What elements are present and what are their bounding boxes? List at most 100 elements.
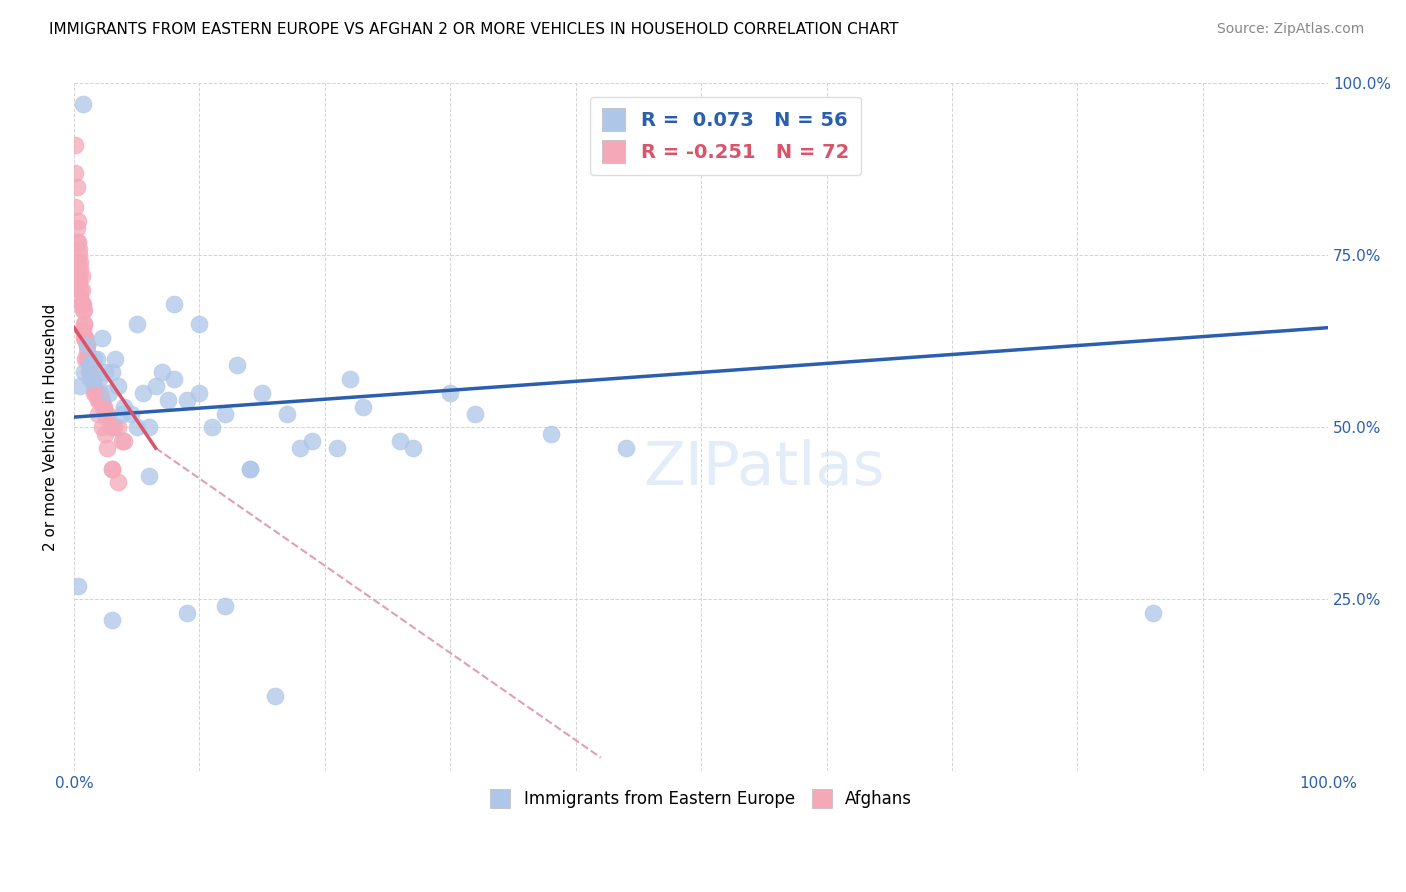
Point <box>107 379 129 393</box>
Point <box>86 386 108 401</box>
Point <box>98 413 121 427</box>
Point <box>100 461 122 475</box>
Point <box>352 400 374 414</box>
Point <box>84 386 107 401</box>
Point <box>75 351 97 366</box>
Legend: Immigrants from Eastern Europe, Afghans: Immigrants from Eastern Europe, Afghans <box>484 782 918 814</box>
Text: Source: ZipAtlas.com: Source: ZipAtlas.com <box>1216 22 1364 37</box>
Point <box>79 365 101 379</box>
Point <box>103 420 125 434</box>
Point <box>65 138 87 153</box>
Point <box>94 365 117 379</box>
Point <box>111 434 134 449</box>
Point <box>107 420 129 434</box>
Point <box>69 379 91 393</box>
Point <box>89 392 111 407</box>
Point <box>73 303 96 318</box>
Point <box>90 392 112 407</box>
Point <box>67 268 90 283</box>
Point <box>73 317 96 331</box>
Point <box>176 392 198 407</box>
Point <box>83 379 105 393</box>
Point <box>145 379 167 393</box>
Point <box>75 331 97 345</box>
Point <box>125 317 148 331</box>
Point <box>69 255 91 269</box>
Point <box>94 427 117 442</box>
Point <box>87 407 110 421</box>
Point <box>75 331 97 345</box>
Point <box>89 386 111 401</box>
Point <box>77 359 100 373</box>
Point <box>111 407 134 421</box>
Point <box>86 351 108 366</box>
Point <box>112 400 135 414</box>
Point <box>120 407 142 421</box>
Point <box>288 441 311 455</box>
Point <box>69 262 91 277</box>
Point <box>72 97 94 112</box>
Point <box>76 351 98 366</box>
Point <box>70 296 93 310</box>
Point <box>72 324 94 338</box>
Point <box>90 420 112 434</box>
Point <box>104 351 127 366</box>
Point <box>79 365 101 379</box>
Point <box>93 400 115 414</box>
Point <box>77 351 100 366</box>
Point <box>66 255 89 269</box>
Point <box>614 441 637 455</box>
Point <box>326 441 349 455</box>
Text: IMMIGRANTS FROM EASTERN EUROPE VS AFGHAN 2 OR MORE VEHICLES IN HOUSEHOLD CORRELA: IMMIGRANTS FROM EASTERN EUROPE VS AFGHAN… <box>49 22 898 37</box>
Point <box>100 613 122 627</box>
Point <box>70 268 93 283</box>
Point <box>96 441 118 455</box>
Point <box>402 441 425 455</box>
Point <box>540 427 562 442</box>
Point <box>132 386 155 401</box>
Point <box>150 365 173 379</box>
Point <box>107 475 129 490</box>
Point <box>80 372 103 386</box>
Point <box>66 235 89 249</box>
Point <box>214 599 236 614</box>
Point <box>100 365 122 379</box>
Point <box>163 372 186 386</box>
Point <box>112 434 135 449</box>
Point <box>82 372 104 386</box>
Point <box>76 338 98 352</box>
Point <box>96 407 118 421</box>
Point <box>77 351 100 366</box>
Point <box>72 296 94 310</box>
Point <box>65 235 87 249</box>
Point <box>301 434 323 449</box>
Point <box>89 392 111 407</box>
Point <box>65 166 87 180</box>
Point <box>67 242 90 256</box>
Point <box>73 331 96 345</box>
Point <box>65 200 87 214</box>
Point <box>69 290 91 304</box>
Point <box>276 407 298 421</box>
Point <box>176 606 198 620</box>
Point <box>65 221 87 235</box>
Point <box>66 214 89 228</box>
Point <box>239 461 262 475</box>
Point <box>87 392 110 407</box>
Point <box>239 461 262 475</box>
Point <box>100 461 122 475</box>
Point <box>77 365 100 379</box>
Text: ZIPatlas: ZIPatlas <box>643 439 884 499</box>
Point <box>72 303 94 318</box>
Point <box>66 579 89 593</box>
Point <box>439 386 461 401</box>
Point <box>77 351 100 366</box>
Point <box>464 407 486 421</box>
Point <box>67 276 90 290</box>
Point <box>65 268 87 283</box>
Point <box>73 317 96 331</box>
Point <box>339 372 361 386</box>
Point <box>83 351 105 366</box>
Point <box>188 386 211 401</box>
Point <box>89 372 111 386</box>
